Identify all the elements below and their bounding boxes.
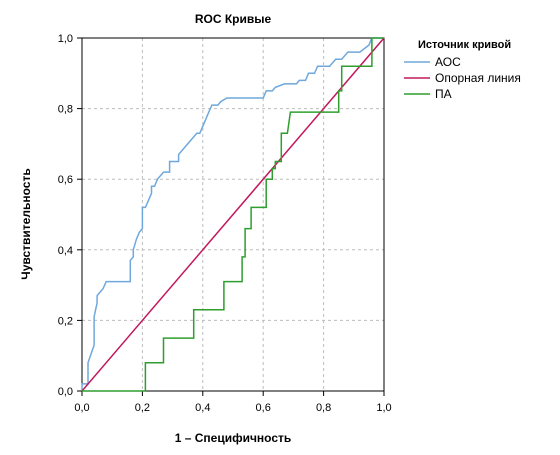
series-line-2 xyxy=(81,37,385,392)
x-tick-label: 0,2 xyxy=(135,402,150,414)
gridlines xyxy=(82,38,384,391)
series-line-3 xyxy=(82,37,384,392)
x-tick-label: 0,8 xyxy=(316,402,331,414)
x-tick-label: 0,4 xyxy=(195,402,210,414)
legend: Источник кривой АОС Опорная линия ПА xyxy=(404,39,521,101)
plot-frame xyxy=(81,37,385,392)
axis-ticks: 0,0 0,2 0,4 0,6 0,8 1,0 0,0 0,2 0,4 0,6 0,8 1,0 xyxy=(58,33,392,414)
legend-label: ПА xyxy=(435,87,452,101)
y-tick-label: 0,8 xyxy=(58,104,73,116)
x-tick-label: 0,6 xyxy=(256,402,271,414)
legend-label: АОС xyxy=(435,55,461,69)
legend-title: Источник кривой xyxy=(418,39,511,51)
y-tick-label: 0,2 xyxy=(58,315,73,327)
y-tick-label: 0,4 xyxy=(58,245,73,257)
y-tick-label: 0,6 xyxy=(58,174,73,186)
y-tick-label: 1,0 xyxy=(58,33,73,45)
y-tick-label: 0,0 xyxy=(58,386,73,398)
x-axis-title: 1 – Специфичность xyxy=(175,431,292,445)
y-axis-title: Чувствительность xyxy=(19,168,33,279)
series-lines xyxy=(81,37,385,392)
x-tick-label: 0,0 xyxy=(74,402,89,414)
chart-title: ROC Кривые xyxy=(195,12,272,26)
x-tick-label: 1,0 xyxy=(376,402,391,414)
series-line-1 xyxy=(81,37,384,391)
legend-label: Опорная линия xyxy=(435,71,521,85)
